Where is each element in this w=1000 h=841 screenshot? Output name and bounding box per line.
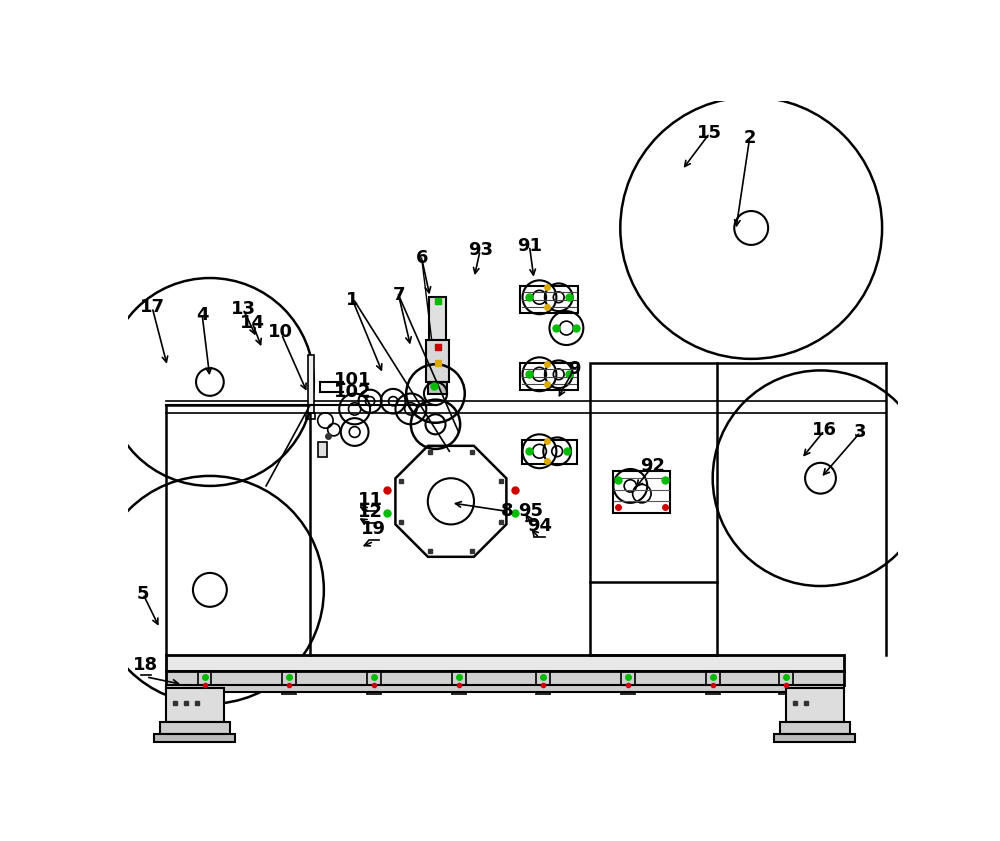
Bar bbox=[786, 688, 844, 722]
Bar bbox=[282, 671, 296, 694]
Bar bbox=[520, 286, 578, 313]
Text: 102: 102 bbox=[334, 383, 371, 401]
Text: 14: 14 bbox=[240, 314, 265, 331]
Bar bbox=[367, 671, 381, 694]
Bar bbox=[166, 671, 844, 685]
Text: 101: 101 bbox=[334, 371, 371, 389]
Text: 7: 7 bbox=[392, 286, 405, 304]
Bar bbox=[154, 734, 235, 742]
Text: 2: 2 bbox=[743, 129, 756, 147]
Bar bbox=[166, 655, 844, 671]
Bar bbox=[520, 362, 578, 389]
Bar bbox=[621, 671, 635, 694]
Bar bbox=[590, 362, 717, 582]
Bar bbox=[428, 382, 447, 394]
Text: 9: 9 bbox=[568, 360, 580, 378]
Bar bbox=[779, 671, 793, 694]
Bar bbox=[318, 442, 327, 458]
Bar bbox=[536, 671, 550, 694]
Bar bbox=[452, 671, 466, 694]
Text: 94: 94 bbox=[527, 517, 552, 535]
Text: 1: 1 bbox=[346, 291, 359, 309]
Bar bbox=[166, 688, 224, 722]
Text: 93: 93 bbox=[468, 241, 493, 259]
Text: 95: 95 bbox=[518, 502, 543, 520]
Bar bbox=[198, 671, 211, 694]
Bar bbox=[522, 440, 577, 464]
Bar bbox=[160, 722, 230, 734]
Text: 12: 12 bbox=[358, 504, 383, 521]
Text: 6: 6 bbox=[415, 249, 428, 267]
Bar bbox=[706, 671, 720, 694]
Text: 4: 4 bbox=[196, 306, 208, 324]
Text: 3: 3 bbox=[854, 423, 867, 441]
Bar bbox=[780, 722, 850, 734]
Bar bbox=[306, 413, 315, 419]
Text: 5: 5 bbox=[137, 584, 149, 603]
Text: 92: 92 bbox=[640, 457, 665, 475]
Bar bbox=[774, 734, 855, 742]
Bar bbox=[426, 340, 449, 382]
Text: 10: 10 bbox=[267, 323, 292, 341]
Text: 17: 17 bbox=[140, 299, 165, 316]
Bar bbox=[166, 685, 844, 692]
Text: 11: 11 bbox=[358, 491, 383, 509]
Text: 16: 16 bbox=[812, 421, 837, 440]
Text: 13: 13 bbox=[230, 300, 256, 318]
Text: 19: 19 bbox=[361, 521, 386, 538]
Text: 15: 15 bbox=[697, 124, 722, 142]
Bar bbox=[613, 470, 670, 513]
Text: 8: 8 bbox=[501, 502, 513, 521]
Text: 91: 91 bbox=[517, 236, 542, 255]
Bar bbox=[429, 297, 446, 340]
Bar bbox=[308, 355, 314, 413]
Text: 18: 18 bbox=[133, 656, 159, 674]
